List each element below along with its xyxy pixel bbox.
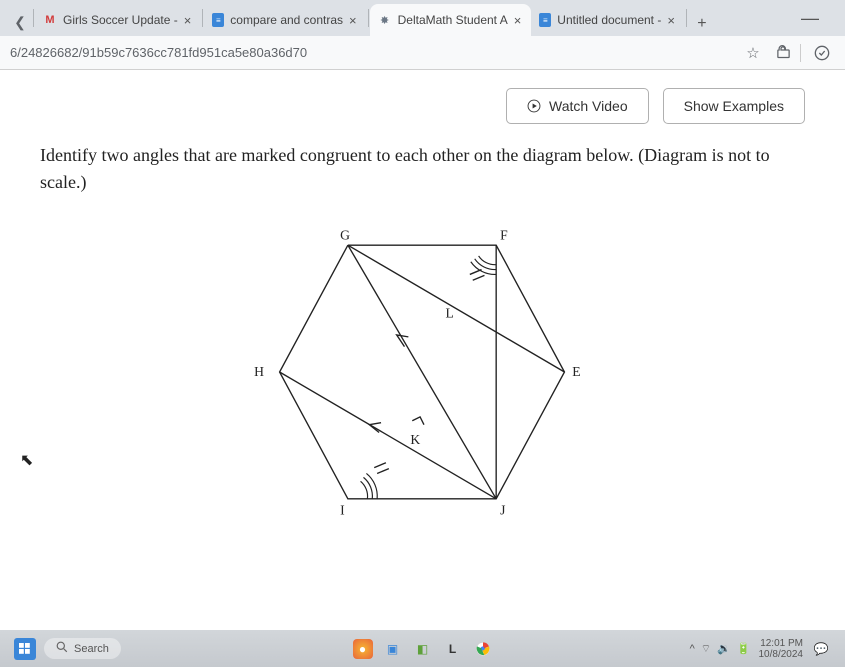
- star-icon[interactable]: ☆: [740, 40, 766, 66]
- close-icon[interactable]: ×: [667, 13, 675, 28]
- clock-time: 12:01 PM: [759, 638, 804, 649]
- start-button[interactable]: [14, 638, 36, 660]
- tab-back-button[interactable]: ❮: [8, 8, 32, 36]
- chevron-up-icon[interactable]: ^: [690, 643, 695, 655]
- task-app-1[interactable]: ●: [353, 639, 373, 659]
- wifi-icon[interactable]: ⌔: [701, 642, 711, 656]
- new-tab-button[interactable]: +: [690, 12, 714, 36]
- clock-date: 10/8/2024: [759, 649, 804, 660]
- search-icon: [56, 641, 68, 656]
- label-E: E: [572, 364, 580, 379]
- battery-icon[interactable]: 🔋: [737, 642, 751, 655]
- task-app-5[interactable]: [473, 639, 493, 659]
- gmail-icon: M: [43, 13, 57, 27]
- profile-icon[interactable]: [809, 40, 835, 66]
- tab-separator: [202, 9, 203, 27]
- taskbar-right: ^ ⌔ 🔉 🔋 12:01 PM 10/8/2024 💬: [690, 638, 831, 660]
- watch-video-button[interactable]: Watch Video: [506, 88, 649, 124]
- taskbar-center: ● ▣ ◧ L: [353, 639, 493, 659]
- tab-docs-compare[interactable]: ≡ compare and contras ×: [204, 4, 366, 36]
- close-icon[interactable]: ×: [349, 13, 357, 28]
- label-G: G: [340, 227, 350, 242]
- tab-title: Girls Soccer Update -: [63, 13, 178, 27]
- play-icon: [527, 99, 541, 113]
- show-examples-label: Show Examples: [684, 98, 784, 114]
- window-minimize-button[interactable]: —: [793, 8, 827, 29]
- tab-gmail[interactable]: M Girls Soccer Update - ×: [35, 4, 201, 36]
- label-H: H: [254, 364, 264, 379]
- taskbar-search[interactable]: Search: [44, 638, 121, 659]
- tab-deltamath[interactable]: ✸ DeltaMath Student A ×: [370, 4, 532, 36]
- taskbar-left: Search: [14, 638, 121, 660]
- close-icon[interactable]: ×: [514, 13, 522, 28]
- notifications-icon[interactable]: 💬: [811, 639, 831, 659]
- page-content: Watch Video Show Examples Identify two a…: [0, 70, 845, 630]
- volume-icon[interactable]: 🔉: [717, 642, 731, 655]
- geometry-diagram: G F L H E K I J: [40, 212, 805, 532]
- tab-title: Untitled document -: [557, 13, 661, 27]
- taskbar-clock[interactable]: 12:01 PM 10/8/2024: [759, 638, 804, 660]
- tab-title: compare and contras: [230, 13, 343, 27]
- tab-separator: [368, 9, 369, 27]
- label-K: K: [410, 432, 420, 447]
- docs-icon: ≡: [212, 13, 224, 27]
- cursor-icon: ⬉: [20, 450, 33, 470]
- system-tray[interactable]: ^ ⌔ 🔉 🔋: [690, 642, 751, 656]
- address-bar: 6/24826682/91b59c7636cc781fd951ca5e80a36…: [0, 36, 845, 70]
- label-I: I: [340, 502, 345, 517]
- tab-title: DeltaMath Student A: [398, 13, 508, 27]
- taskbar: Search ● ▣ ◧ L ^ ⌔ 🔉 🔋 12:01 PM 10/8/202…: [0, 630, 845, 667]
- label-L: L: [445, 305, 453, 320]
- task-app-3[interactable]: ◧: [413, 639, 433, 659]
- question-text: Identify two angles that are marked cong…: [40, 142, 805, 196]
- docs-icon: ≡: [539, 13, 551, 27]
- url-text[interactable]: 6/24826682/91b59c7636cc781fd951ca5e80a36…: [10, 45, 736, 60]
- addr-separator: [800, 44, 801, 62]
- tab-separator: [33, 9, 34, 27]
- show-examples-button[interactable]: Show Examples: [663, 88, 805, 124]
- browser-tab-bar: ❮ M Girls Soccer Update - × ≡ compare an…: [0, 0, 845, 36]
- watch-video-label: Watch Video: [549, 98, 628, 114]
- task-app-2[interactable]: ▣: [383, 639, 403, 659]
- task-app-4[interactable]: L: [443, 639, 463, 659]
- deltamath-icon: ✸: [378, 13, 392, 27]
- diagram-svg: G F L H E K I J: [223, 212, 623, 532]
- label-F: F: [500, 227, 508, 242]
- search-placeholder: Search: [74, 643, 109, 655]
- close-icon[interactable]: ×: [184, 13, 192, 28]
- label-J: J: [500, 502, 506, 517]
- tab-separator: [686, 9, 687, 27]
- action-buttons-row: Watch Video Show Examples: [40, 88, 805, 124]
- extension-icon[interactable]: [770, 40, 796, 66]
- tab-docs-untitled[interactable]: ≡ Untitled document - ×: [531, 4, 685, 36]
